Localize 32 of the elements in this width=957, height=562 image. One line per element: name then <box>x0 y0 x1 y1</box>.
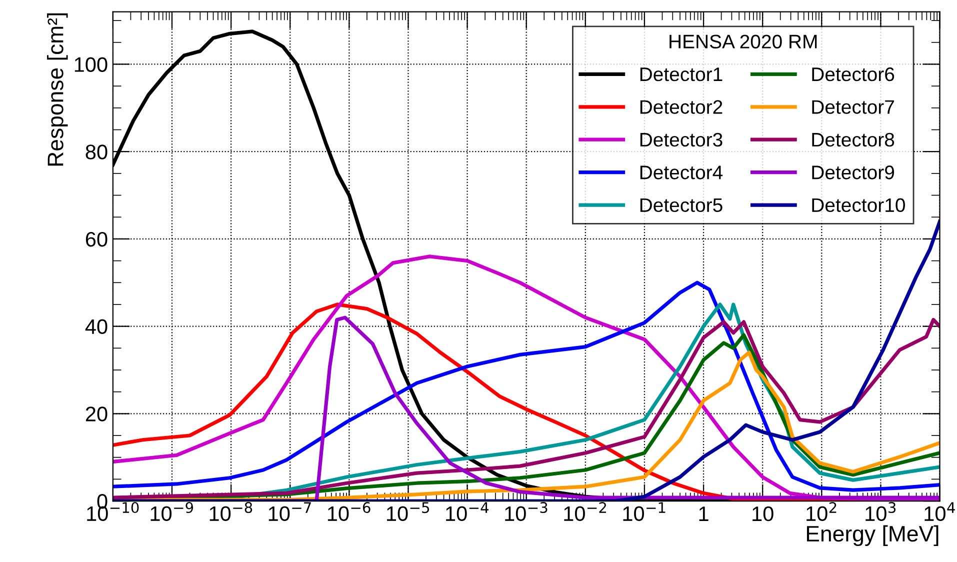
legend-label: Detector8 <box>812 132 894 147</box>
legend-label: Detector6 <box>812 67 894 82</box>
legend-title: HENSA 2020 RM <box>670 34 817 48</box>
x-tick-label: 10$^{−1}$ <box>623 502 666 522</box>
x-tick-label: 10$^{−2}$ <box>564 502 606 522</box>
x-tick-label: 10$^{−6}$ <box>328 502 370 522</box>
legend-label: Detector2 <box>640 100 722 114</box>
x-tick-label: 10$^{4}$ <box>924 502 955 522</box>
x-tick-label: 10$^{−4}$ <box>446 502 489 522</box>
x-tick-label: 10$^{3}$ <box>866 502 896 522</box>
x-tick-label: 10$^{−3}$ <box>505 502 548 522</box>
legend-label: Detector9 <box>812 166 894 180</box>
legend-label: Detector5 <box>640 198 722 212</box>
legend-label: Detector1 <box>640 68 722 82</box>
x-tick-label: 10$^{−9}$ <box>150 502 194 522</box>
x-tick-label: 10 <box>752 506 774 522</box>
y-tick-label: 20 <box>86 406 108 422</box>
x-tick-label: 10$^{−7}$ <box>268 502 311 522</box>
y-axis-title: Response [cm²] <box>47 13 68 166</box>
legend-label: Detector3 <box>640 132 722 147</box>
legend-label: Detector7 <box>812 100 894 114</box>
legend-label: Detector10 <box>812 198 905 212</box>
x-tick-label: 10$^{2}$ <box>806 502 836 522</box>
x-tick-label: 1 <box>699 506 708 521</box>
y-tick-label: 40 <box>85 319 108 334</box>
y-tick-label: 80 <box>86 144 108 160</box>
legend-label: Detector4 <box>640 166 723 180</box>
x-axis-title: Energy [MeV] <box>806 525 938 546</box>
y-tick-label: 100 <box>74 57 108 72</box>
y-tick-label: 60 <box>86 232 108 247</box>
x-tick-label: 10$^{−5}$ <box>387 502 430 522</box>
x-tick-label: 10$^{−8}$ <box>210 502 252 522</box>
